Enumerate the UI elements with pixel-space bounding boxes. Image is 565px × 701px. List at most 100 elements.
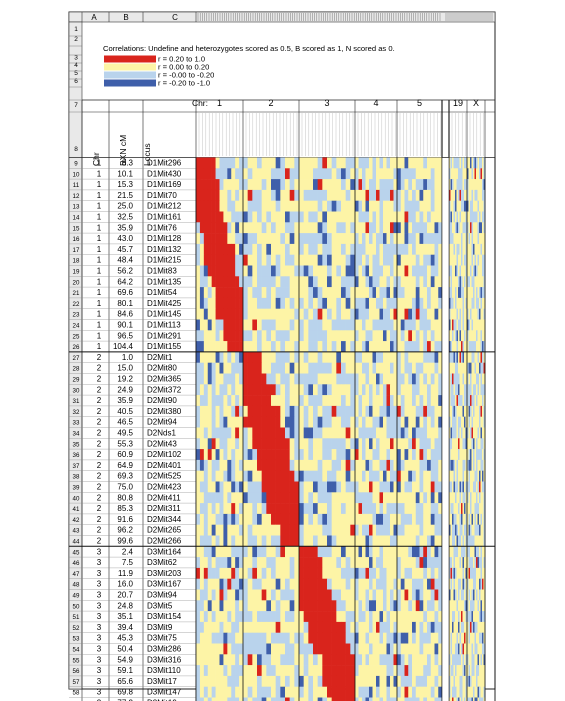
heatmap-cell — [327, 319, 332, 331]
heatmap-cell — [452, 492, 454, 504]
heatmap-cell — [266, 168, 272, 180]
heatmap-cell — [379, 168, 384, 180]
heatmap-cell — [223, 621, 228, 633]
heatmap-cell — [223, 351, 228, 363]
heatmap-cell — [322, 384, 328, 396]
heatmap-cell — [430, 308, 435, 320]
heatmap-cell — [419, 643, 424, 655]
heatmap-cell — [239, 567, 244, 579]
heatmap-cell — [196, 427, 201, 439]
heatmap-cell — [476, 179, 478, 191]
heatmap-cell — [477, 643, 480, 655]
heatmap-cell — [243, 395, 248, 407]
heatmap-cell — [476, 405, 478, 417]
heatmap-cell — [365, 297, 370, 309]
heatmap-cell — [464, 287, 466, 299]
heatmap-cell — [383, 179, 387, 191]
heatmap-cell — [313, 675, 318, 687]
heatmap-cell — [427, 341, 432, 353]
heatmap-cell — [434, 276, 439, 288]
heatmap-cell — [303, 459, 309, 471]
heatmap-cell — [285, 427, 290, 439]
heatmap-cell — [397, 675, 402, 687]
heatmap-cell — [459, 589, 462, 601]
heatmap-cell — [215, 341, 220, 353]
heatmap-cell — [303, 557, 309, 569]
heatmap-cell — [199, 697, 205, 701]
heatmap-cell — [408, 211, 413, 223]
heatmap-cell — [473, 600, 475, 612]
heatmap-cell — [299, 243, 304, 255]
heatmap-cell — [345, 168, 351, 180]
heatmap-cell — [455, 632, 457, 644]
heatmap-cell — [303, 697, 309, 701]
heatmap-cell — [376, 341, 380, 353]
heatmap-cell — [458, 578, 460, 590]
heatmap-cell — [211, 157, 216, 169]
heatmap-cell — [438, 330, 443, 342]
heatmap-cell — [271, 341, 276, 353]
heatmap-cell — [336, 200, 342, 212]
heatmap-cell — [415, 168, 420, 180]
heatmap-cell — [341, 686, 346, 698]
heatmap-cell — [219, 200, 224, 212]
heatmap-cell — [379, 567, 384, 579]
heatmap-cell — [313, 319, 318, 331]
heatmap-cell — [299, 600, 304, 612]
heatmap-cell — [408, 179, 413, 191]
heatmap-cell — [203, 384, 209, 396]
heatmap-cell — [203, 589, 209, 601]
heatmap-cell — [219, 449, 224, 461]
heatmap-cell — [479, 621, 481, 633]
heatmap-cell — [474, 611, 477, 623]
heatmap-cell — [383, 189, 387, 201]
heatmap-cell — [483, 524, 486, 536]
heatmap-cell — [412, 546, 417, 558]
heatmap-cell — [459, 395, 462, 407]
heatmap-cell — [450, 481, 453, 493]
heatmap-cell — [415, 341, 420, 353]
row-chr: 3 — [97, 623, 102, 632]
heatmap-cell — [379, 513, 384, 525]
heatmap-cell — [280, 686, 286, 698]
heatmap-cell — [266, 503, 272, 515]
row-cm: 24.9 — [117, 385, 133, 394]
heatmap-cell — [423, 600, 428, 612]
heatmap-cell — [203, 675, 209, 687]
heatmap-cell — [453, 373, 456, 385]
heatmap-cell — [453, 384, 456, 396]
heatmap-cell — [285, 524, 290, 536]
heatmap-cell — [331, 643, 337, 655]
heatmap-cell — [336, 567, 342, 579]
heatmap-cell — [390, 341, 394, 353]
heatmap-cell — [207, 189, 212, 201]
heatmap-cell — [231, 233, 236, 245]
heatmap-cell — [227, 459, 232, 471]
heatmap-cell — [196, 319, 201, 331]
heatmap-cell — [231, 308, 236, 320]
heatmap-cell — [358, 243, 363, 255]
heatmap-cell — [438, 297, 443, 309]
heatmap-cell — [404, 449, 409, 461]
heatmap-cell — [474, 373, 477, 385]
heatmap-cell — [358, 632, 363, 644]
heatmap-cell — [461, 200, 463, 212]
heatmap-cell — [331, 567, 337, 579]
heatmap-cell — [453, 179, 456, 191]
heatmap-cell — [461, 276, 463, 288]
heatmap-cell — [458, 362, 460, 374]
row-chr: 1 — [97, 331, 102, 340]
heatmap-cell — [280, 276, 286, 288]
heatmap-cell — [415, 697, 420, 701]
heatmap-cell — [397, 438, 402, 450]
heatmap-cell — [261, 697, 267, 701]
heatmap-cell — [372, 535, 377, 547]
heatmap-cell — [239, 243, 244, 255]
heatmap-cell — [219, 600, 224, 612]
heatmap-cell — [199, 438, 205, 450]
heatmap-cell — [239, 621, 244, 633]
heatmap-cell — [257, 308, 262, 320]
heatmap-cell — [231, 686, 236, 698]
heatmap-cell — [257, 665, 262, 677]
